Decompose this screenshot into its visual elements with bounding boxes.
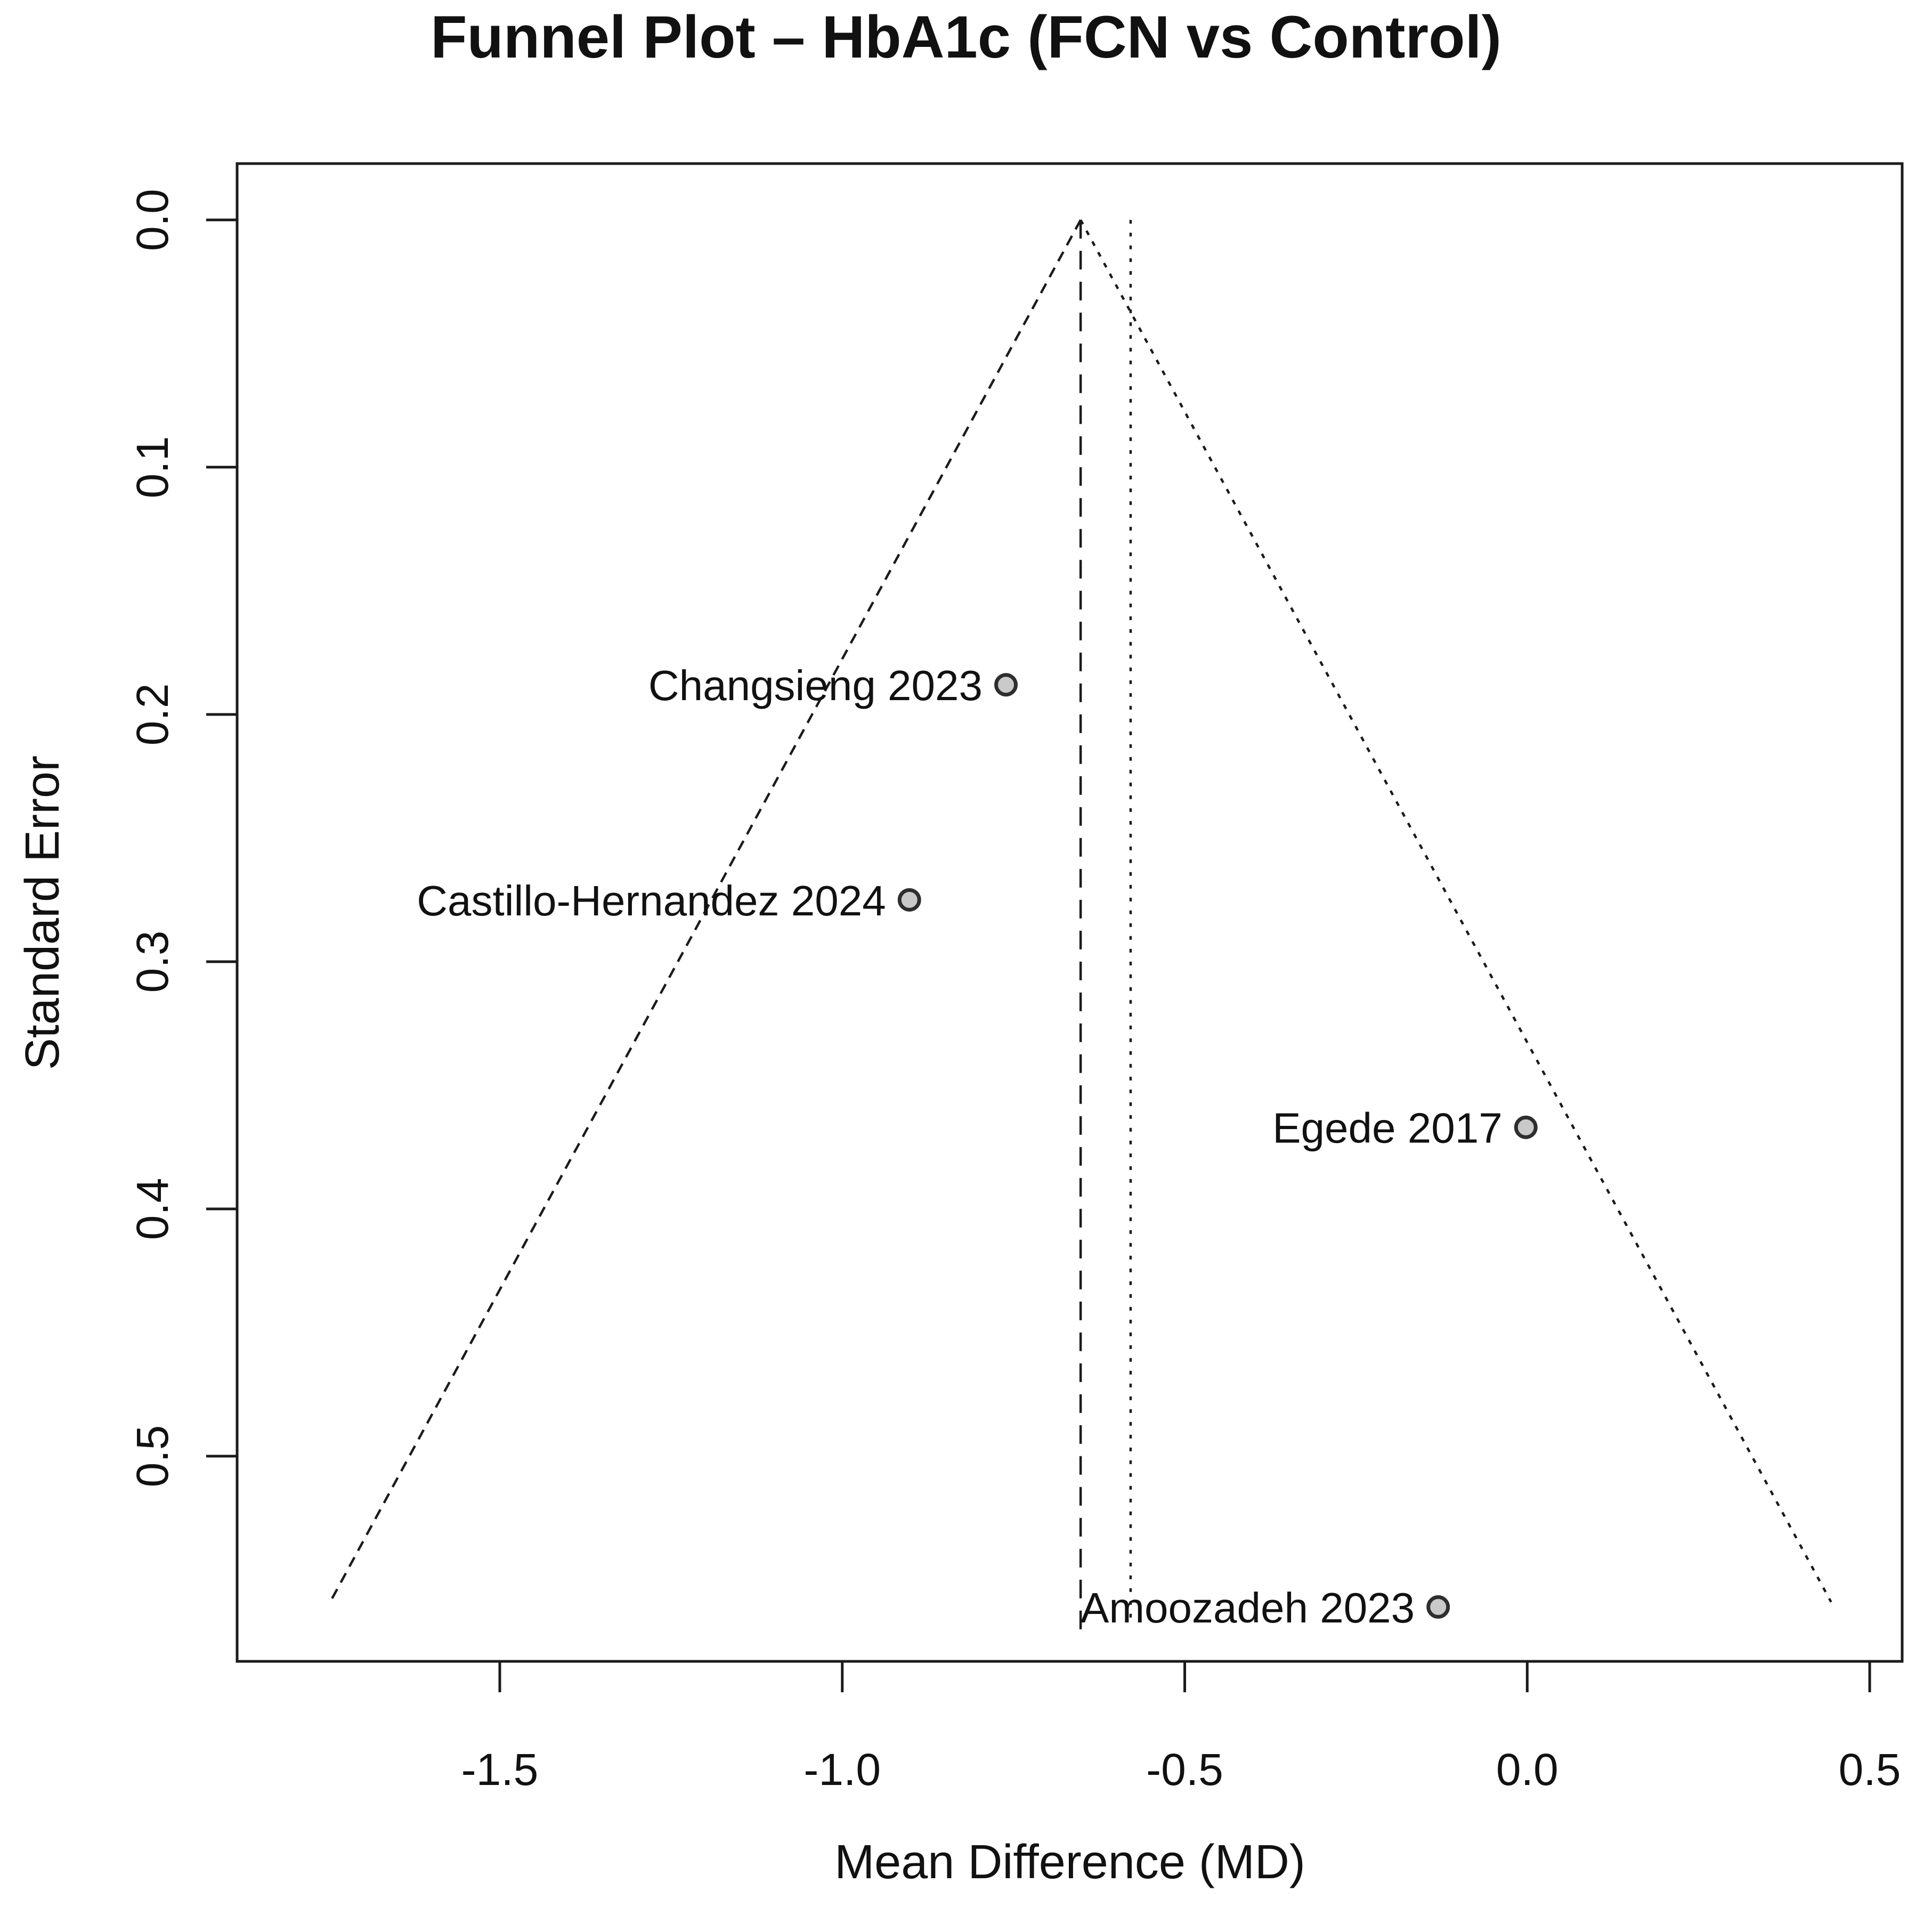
- x-axis-ticks-group: -1.5 -1.0 -0.5 0.0 0.5: [461, 1661, 1901, 1795]
- y-tick-label: 0.2: [127, 683, 177, 745]
- chart-title: Funnel Plot – HbA1c (FCN vs Control): [431, 4, 1501, 70]
- y-tick-label: 0.5: [127, 1425, 177, 1487]
- x-tick-label: -0.5: [1146, 1744, 1223, 1795]
- y-axis-title: Standard Error: [16, 756, 69, 1070]
- x-tick-label: 0.5: [1839, 1744, 1901, 1795]
- x-tick-label: -1.5: [461, 1744, 539, 1795]
- study-point: [897, 888, 921, 912]
- y-tick-label: 0.0: [127, 189, 177, 251]
- y-axis-ticks-group: 0.0 0.1 0.2 0.3 0.4 0.5: [127, 189, 237, 1487]
- study-point: [994, 673, 1018, 697]
- study-label: Amoozadeh 2023: [1081, 1584, 1415, 1632]
- funnel-right-edge: [1079, 219, 1832, 1603]
- plot-box-group: [236, 162, 1904, 1663]
- y-tick-label: 0.3: [127, 930, 177, 993]
- funnel-left-edge: [329, 219, 1082, 1603]
- reference-lines-group: [1079, 220, 1132, 1632]
- study-label: Changsieng 2023: [648, 662, 983, 709]
- study-label: Castillo-Hernandez 2024: [417, 877, 886, 924]
- data-points-group: Changsieng 2023 Castillo-Hernandez 2024 Eg…: [417, 662, 1538, 1632]
- study-point: [1514, 1115, 1538, 1139]
- study-label: Egede 2017: [1272, 1105, 1503, 1152]
- y-tick-label: 0.4: [127, 1178, 177, 1240]
- y-tick-label: 0.1: [127, 436, 177, 498]
- plot-box-border: [236, 162, 1904, 1663]
- x-axis-title: Mean Difference (MD): [834, 1836, 1305, 1889]
- funnel-edges-group: [329, 219, 1832, 1603]
- x-tick-label: 0.0: [1496, 1744, 1558, 1795]
- study-point: [1426, 1595, 1450, 1619]
- x-tick-label: -1.0: [803, 1744, 881, 1795]
